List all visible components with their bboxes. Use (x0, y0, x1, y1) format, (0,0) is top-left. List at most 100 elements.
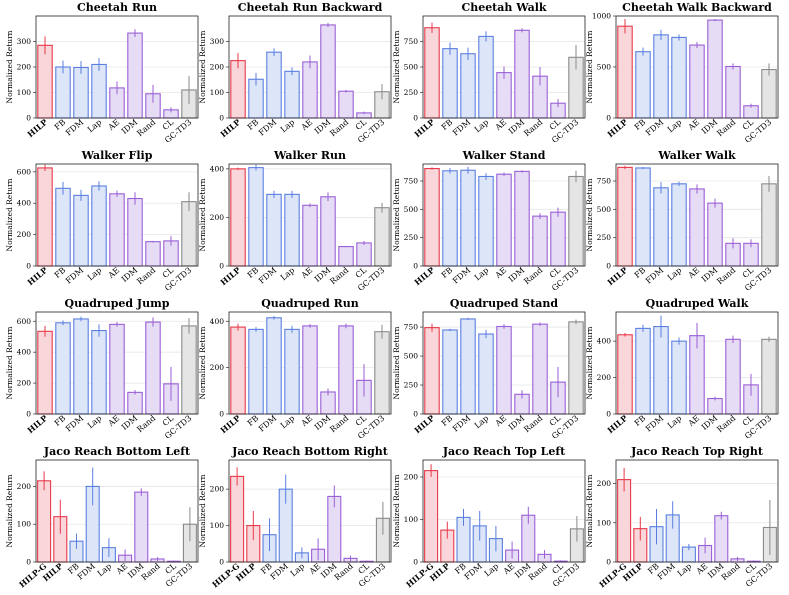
chart-panel-quadruped-jump: Quadruped Jump Normalized Return 0 200 400 60… (5, 297, 199, 441)
bar-gc-td3 (761, 69, 777, 119)
plot-frame (35, 459, 199, 563)
bar-idm (714, 515, 729, 563)
bar-fdm (653, 187, 669, 267)
y-axis-label: Normalized Return (392, 326, 401, 399)
x-tick-label: FDM (656, 562, 677, 582)
y-tick-label: 0 (606, 410, 611, 419)
bar-gc-td3 (374, 207, 390, 267)
bar-hilp (617, 166, 633, 267)
x-tick-label: Lap (666, 118, 683, 135)
y-tick-label: 0 (26, 558, 31, 567)
bar-fdm (460, 169, 476, 267)
bar-fb (442, 170, 458, 267)
y-axis-label: Normalized Return (585, 474, 594, 547)
chart-title: Walker Walk (657, 149, 736, 162)
y-tick-label: 600 (17, 167, 32, 176)
y-tick-label: 100 (597, 518, 612, 527)
x-tick-label: FDM (257, 118, 278, 138)
chart-panel-quadruped-stand: Quadruped Stand Normalized Return 0 250 500 7… (392, 297, 586, 441)
chart-panel-cheetah-run-backward: Cheetah Run Backward Normalized Return 0 10… (198, 1, 392, 145)
y-tick-label: 400 (17, 199, 32, 208)
x-tick-label: Lap (279, 118, 296, 135)
y-tick-label: 500 (597, 63, 612, 72)
x-tick-label: AE (106, 266, 122, 281)
y-axis-label: Normalized Return (198, 474, 207, 547)
x-tick-label: Rand (328, 118, 350, 139)
plot-frame (35, 15, 199, 119)
x-tick-label: Lap (86, 118, 103, 135)
bar-ae (302, 204, 318, 267)
x-tick-label: Rand (720, 562, 742, 583)
plot-frame (422, 163, 586, 267)
x-tick-label: Lap (676, 562, 693, 579)
bar-rand (725, 65, 741, 119)
x-tick-label: FDM (269, 562, 290, 582)
x-tick-label: Rand (715, 266, 737, 287)
bar-fb (248, 328, 264, 415)
y-axis-label: Normalized Return (198, 326, 207, 399)
x-tick-label: Lap (279, 414, 296, 431)
bar-idm (127, 391, 143, 415)
y-axis-label: Normalized Return (5, 326, 14, 399)
chart-title: Cheetah Walk Backward (622, 1, 772, 14)
y-tick-label: 750 (597, 177, 612, 186)
y-tick-label: 0 (219, 262, 224, 271)
x-tick-label: FDM (644, 266, 665, 286)
bar-cl (550, 211, 566, 267)
bar-hilp (37, 167, 53, 267)
chart-title: Jaco Reach Top Right (630, 445, 764, 458)
y-tick-label: 0 (26, 114, 31, 123)
x-tick-label: AE (106, 118, 122, 133)
bar-fdm (460, 318, 476, 415)
bar-fb (55, 322, 71, 415)
x-tick-label: Lap (86, 414, 103, 431)
x-tick-label: AE (493, 266, 509, 281)
y-tick-label: 250 (404, 88, 419, 97)
bar-fb (55, 187, 71, 267)
x-tick-label: Lap (289, 562, 306, 579)
bar-lap (671, 183, 687, 267)
plot-frame (228, 459, 392, 563)
y-axis-label: Normalized Return (5, 30, 14, 103)
bar-rand (725, 338, 741, 415)
x-tick-label: FDM (644, 414, 665, 434)
bar-idm (127, 197, 143, 267)
y-tick-label: 300 (210, 37, 225, 46)
y-tick-label: 750 (404, 323, 419, 332)
y-tick-label: 200 (17, 63, 32, 72)
x-tick-label: FDM (644, 118, 665, 138)
x-tick-label: Lap (86, 266, 103, 283)
chart-title: Quadruped Run (261, 297, 359, 310)
bar-gc-td3 (761, 183, 777, 267)
y-axis-label: Normalized Return (585, 326, 594, 399)
bar-lap (478, 35, 494, 119)
bar-hilp-g (617, 479, 632, 563)
x-tick-label: Rand (715, 414, 737, 435)
bar-cl (356, 242, 372, 267)
x-tick-label: FDM (257, 266, 278, 286)
y-tick-label: 400 (210, 317, 225, 326)
y-tick-label: 500 (597, 205, 612, 214)
plot-frame (228, 15, 392, 119)
x-tick-label: Rand (328, 266, 350, 287)
bar-rand (145, 241, 161, 267)
bar-fdm (73, 66, 89, 119)
y-tick-label: 0 (413, 114, 418, 123)
bar-rand (532, 323, 548, 415)
chart-title: Quadruped Walk (646, 297, 749, 310)
x-tick-label: Rand (328, 414, 350, 435)
x-tick-label: FDM (463, 562, 484, 582)
y-tick-label: 200 (597, 373, 612, 382)
bar-idm (320, 24, 336, 119)
chart-panel-jaco-reach-bottom-right: Jaco Reach Bottom Right Normalized Return… (198, 445, 392, 590)
bar-idm (707, 397, 723, 415)
y-tick-label: 100 (17, 520, 32, 529)
bar-fdm (266, 51, 282, 119)
x-tick-label: Rand (522, 266, 544, 287)
bar-fdm (460, 53, 476, 119)
